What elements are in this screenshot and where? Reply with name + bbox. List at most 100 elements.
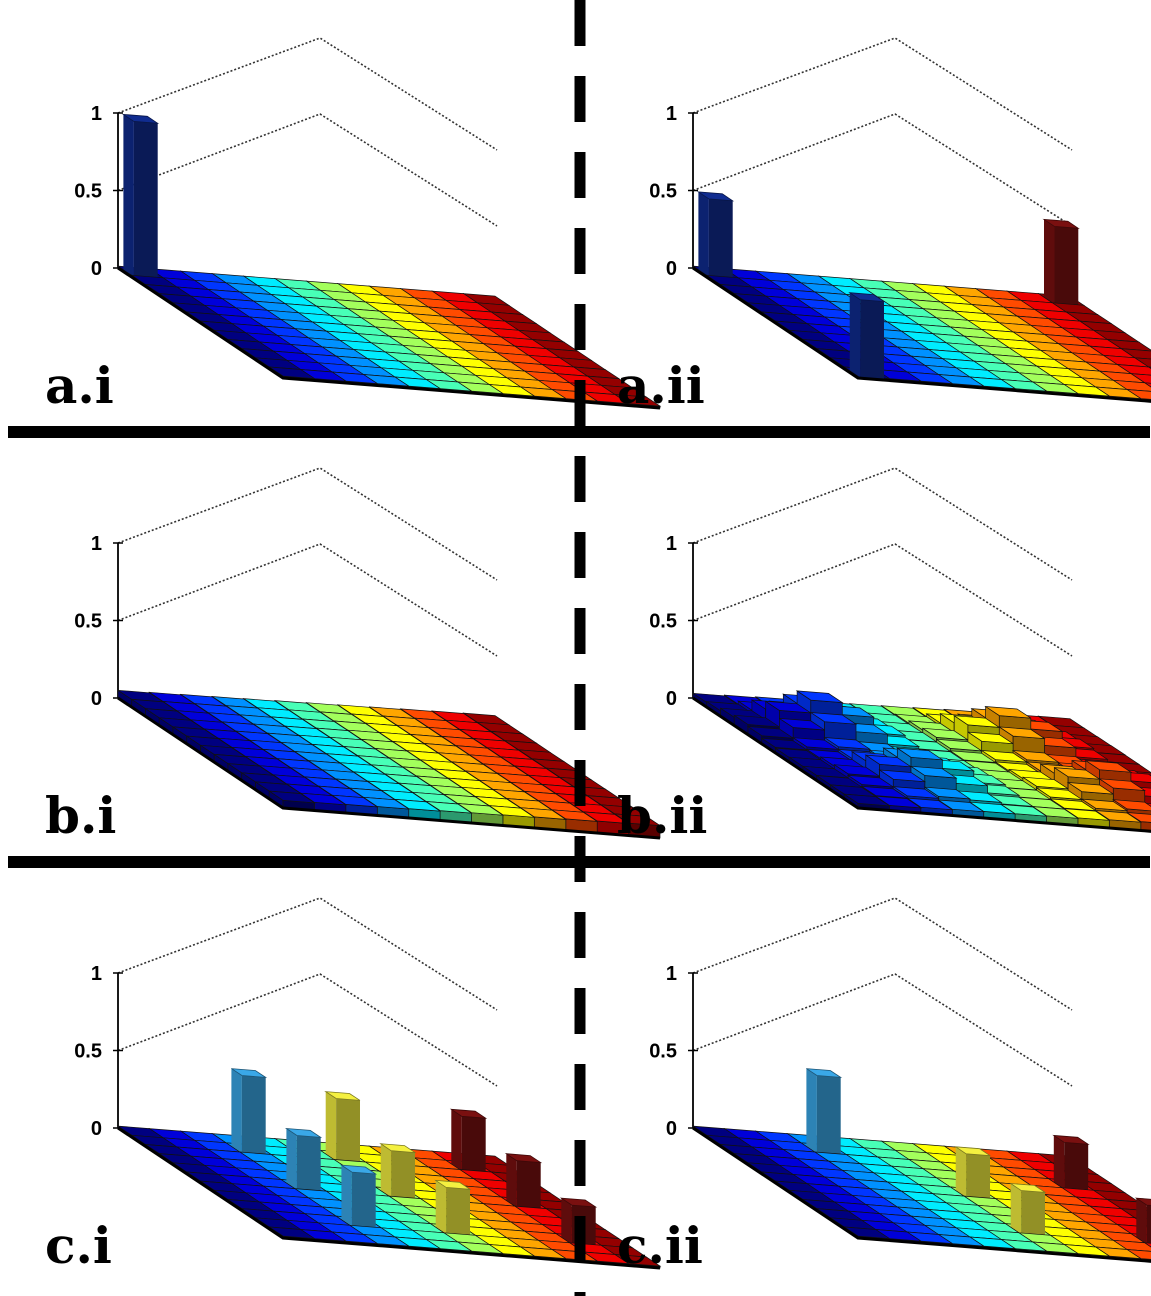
bar-top — [967, 731, 1014, 745]
z-tick-label: 0 — [666, 258, 677, 280]
bar-top — [449, 1108, 488, 1119]
grid-front-edge — [692, 266, 1151, 403]
bar-face-right — [1146, 1205, 1151, 1245]
bar-face-right — [966, 1153, 990, 1200]
bar-face-right — [446, 1187, 470, 1236]
grid-edges — [117, 696, 661, 840]
spike-bar — [1009, 1182, 1047, 1236]
bar-top — [267, 790, 316, 804]
grid-front-edge — [692, 696, 1151, 833]
bar-top — [231, 1068, 268, 1078]
bar-top — [696, 191, 735, 202]
bar-face-left — [451, 1109, 462, 1171]
bar-face-left — [123, 114, 134, 277]
bar-top — [1094, 810, 1143, 823]
bar-face-right — [391, 1150, 415, 1200]
spike-bar — [324, 1091, 361, 1163]
spike-bar — [379, 1143, 417, 1200]
bar-face-left — [698, 191, 709, 277]
z-tick-label: 1 — [91, 103, 102, 125]
bar-top — [809, 712, 858, 725]
spike-bar — [449, 1108, 488, 1173]
spike-bar — [504, 1153, 543, 1210]
bar-top — [1042, 218, 1080, 229]
z-tick-label: 0.5 — [649, 611, 677, 633]
bar-top — [1011, 750, 1060, 763]
bar-top — [937, 799, 986, 813]
bar-face-left — [341, 1165, 352, 1227]
panel-label: b.i — [45, 786, 116, 845]
bar-face-left — [849, 292, 861, 378]
bar-top — [895, 747, 944, 761]
bar-top — [426, 801, 473, 814]
bar-top — [613, 813, 662, 827]
bar-top — [1098, 778, 1147, 791]
mid-gridline — [117, 543, 498, 657]
panel-b.ii: 00.51 b.ii — [617, 467, 1151, 845]
bar-face-left — [1053, 1135, 1065, 1189]
grid-edges — [692, 266, 1151, 403]
bar-face-left — [1010, 1183, 1022, 1234]
bar-face-right — [461, 1116, 486, 1173]
axes-box: 00.51 — [649, 467, 1073, 710]
bar-top — [379, 1143, 417, 1154]
bar-top — [891, 786, 940, 799]
bar-face-right — [816, 1075, 841, 1155]
z-tick-label: 1 — [666, 533, 677, 555]
horizontal-separator-top — [8, 426, 1150, 438]
axes-box: 00.51 — [74, 897, 498, 1140]
bar-top — [984, 706, 1031, 719]
bar-face-right — [1021, 1190, 1045, 1236]
spike-bar — [231, 1068, 268, 1155]
z-tick-label: 0.5 — [74, 1041, 102, 1063]
bar-face-left — [806, 1068, 817, 1153]
bar-face-left — [231, 1068, 242, 1153]
bar-face-right — [133, 121, 158, 279]
spike-bar — [339, 1164, 378, 1229]
panel-label: b.ii — [617, 786, 707, 845]
spike-bar — [121, 113, 160, 279]
bars — [692, 690, 1151, 832]
panel-label: c.i — [45, 1216, 112, 1275]
z-tick-label: 0.5 — [649, 181, 677, 203]
z-tick-label: 1 — [91, 963, 102, 985]
panel-c.i: 00.51 c.i — [45, 897, 662, 1275]
bars — [691, 191, 1151, 402]
grid-front-edge — [117, 266, 661, 410]
bar-face-left — [561, 1198, 572, 1244]
bar-face-left — [286, 1128, 297, 1190]
bar-face-right — [708, 198, 733, 279]
bar-face-left — [435, 1180, 447, 1234]
bar-face-right — [296, 1135, 321, 1192]
bar-face-right — [1064, 1142, 1089, 1191]
z-tick-label: 0.5 — [649, 1041, 677, 1063]
z-tick-label: 1 — [666, 963, 677, 985]
grid-edges — [117, 266, 661, 410]
spike-bar — [1052, 1134, 1090, 1191]
bar-top — [795, 690, 844, 704]
spike-bar — [848, 292, 886, 380]
bar-face-right — [516, 1160, 541, 1210]
bar-top — [267, 366, 316, 380]
bar-top — [874, 795, 923, 809]
spike-bar — [284, 1127, 323, 1192]
spike-bar — [434, 1179, 472, 1236]
bar-top — [299, 792, 348, 806]
spike-bar — [696, 191, 735, 279]
panel-a.i: 0 0.5 1 a.i — [45, 37, 662, 415]
panel-label: a.ii — [617, 356, 705, 415]
z-tick-label: 1 — [666, 103, 677, 125]
z-tick-label: 1 — [91, 533, 102, 555]
bar-top — [997, 726, 1046, 740]
mid-gridline — [117, 113, 498, 227]
bar-top — [504, 1153, 543, 1164]
bar-face-right — [336, 1098, 360, 1163]
bar-face-right — [860, 299, 884, 380]
bar-top — [1066, 782, 1114, 795]
panel-b.i: 0 0.5 1 b.i — [45, 467, 662, 845]
bar-face-left — [506, 1153, 517, 1208]
bar-top — [848, 292, 886, 303]
bar-face-left — [955, 1146, 967, 1198]
bar-top — [121, 113, 160, 124]
